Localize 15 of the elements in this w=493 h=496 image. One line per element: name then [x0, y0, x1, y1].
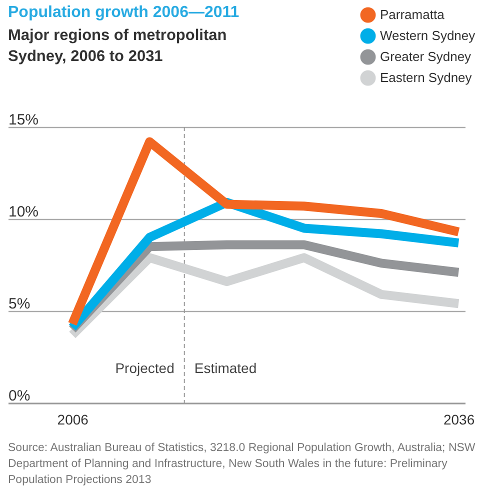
x-tick-label: 2006: [57, 412, 89, 428]
y-tick-label: 0%: [8, 388, 30, 404]
legend-label: Greater Sydney: [380, 49, 472, 64]
x-tick-label: 2036: [443, 412, 475, 428]
annotation: Estimated: [194, 360, 257, 376]
annotation: Projected: [115, 360, 174, 376]
chart-title: Population growth 2006—2011: [8, 4, 240, 22]
source-note: Source: Australian Bureau of Statistics, 3218.0 Regional Population Growth, Australia; NSW Department of Planning and Infrastructure, New South Wales in the future: Preliminary Population Projections 2013: [8, 441, 476, 488]
y-tick-label: 10%: [8, 204, 39, 220]
legend-label: Parramatta: [380, 7, 446, 22]
y-tick-label: 15%: [8, 112, 39, 128]
legend-label: Western Sydney: [380, 28, 476, 43]
y-tick-label: 5%: [8, 296, 30, 312]
legend-label: Eastern Sydney: [380, 70, 472, 85]
chart-subtitle: Major regions of metropolitan Sydney, 2006 to 2031: [8, 26, 228, 67]
